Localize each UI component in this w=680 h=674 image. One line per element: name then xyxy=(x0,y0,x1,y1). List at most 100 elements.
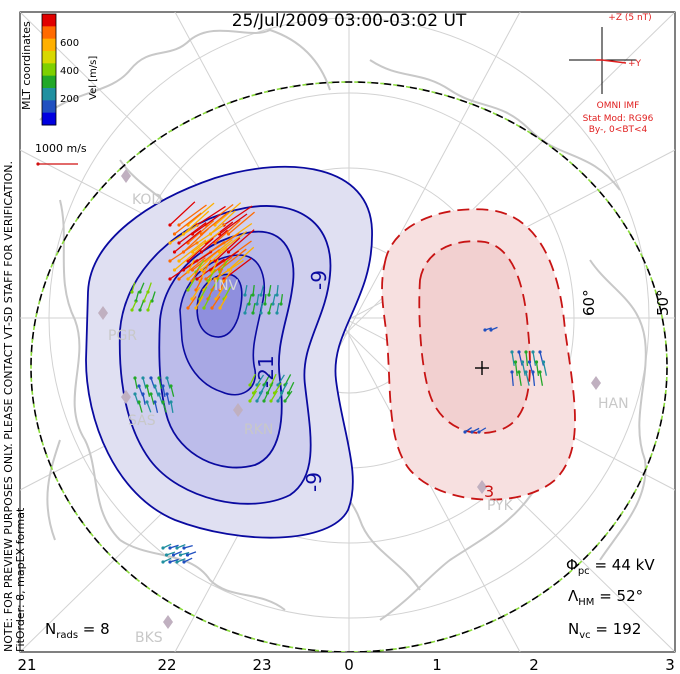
velocity-vector-origin xyxy=(275,311,279,315)
velocity-vector xyxy=(214,259,244,280)
velocity-vector xyxy=(139,300,145,311)
velocity-vector xyxy=(263,389,270,402)
velocity-vector-origin xyxy=(130,290,134,294)
velocity-vector xyxy=(211,296,221,309)
colorbar-tick-200: 200 xyxy=(60,94,79,105)
velocity-vector-origin xyxy=(172,250,177,254)
velocity-vector-origin xyxy=(168,259,172,263)
velocity-vectors xyxy=(130,201,548,564)
colorbar-band xyxy=(42,63,56,77)
velocity-vector xyxy=(201,247,228,271)
station-marker-bks xyxy=(163,615,173,629)
velocity-vector xyxy=(162,401,167,413)
velocity-vector-origin xyxy=(133,392,137,396)
imf-condition: By-, 0<BT<4 xyxy=(589,125,648,135)
velocity-vector xyxy=(195,295,204,309)
station-kod: KOD xyxy=(132,192,162,208)
velocity-vector xyxy=(276,284,279,296)
cross-polar-potential: Φpc = 44 kV xyxy=(566,556,655,577)
contour-label-pos: 3 xyxy=(484,482,494,501)
velocity-vector xyxy=(142,393,146,405)
velocity-vector-origin xyxy=(175,546,179,550)
station-marker-han xyxy=(591,376,601,390)
velocity-vector xyxy=(268,285,272,296)
velocity-vector-origin xyxy=(226,232,231,236)
velocity-vector xyxy=(196,223,226,244)
station-marker-pyk xyxy=(477,480,487,494)
velocity-vector xyxy=(192,231,221,253)
velocity-vector xyxy=(199,286,208,300)
velocity-vector-origin xyxy=(269,399,273,403)
velocity-vector-origin xyxy=(248,383,252,387)
colorbar-band xyxy=(42,75,56,89)
station-bks: BKS xyxy=(135,630,163,646)
imf-source: OMNI IMF xyxy=(597,101,640,111)
velocity-vector-origin xyxy=(177,259,181,263)
velocity-vector-origin xyxy=(177,241,181,245)
mlt-tick-21: 21 xyxy=(17,656,36,674)
velocity-vector xyxy=(264,293,267,305)
velocity-vector xyxy=(195,277,203,291)
velocity-vector xyxy=(249,373,256,386)
velocity-vector xyxy=(162,385,166,397)
velocity-vector xyxy=(174,230,202,253)
colorbar-tick-600: 600 xyxy=(60,38,79,49)
velocity-vector xyxy=(174,212,202,235)
velocity-vector xyxy=(256,374,265,386)
velocity-vector xyxy=(223,286,232,300)
velocity-vector-origin xyxy=(263,302,267,306)
velocity-vector xyxy=(284,374,292,386)
velocity-vector xyxy=(158,377,162,389)
mlt-axis: 21 22 23 0 1 2 3 xyxy=(17,656,674,674)
velocity-vector xyxy=(142,377,147,389)
velocity-vector xyxy=(280,294,284,305)
velocity-vector-origin xyxy=(146,308,150,312)
velocity-vector xyxy=(228,246,255,271)
colorbar-label: Vel [m/s] xyxy=(88,56,99,100)
velocity-vector xyxy=(263,374,271,386)
map-title: 25/Jul/2009 03:00-03:02 UT xyxy=(232,11,467,31)
station-marker-rkn xyxy=(233,403,243,417)
velocity-vector xyxy=(244,285,248,296)
velocity-vector xyxy=(207,268,216,282)
velocity-vector xyxy=(214,219,241,244)
mlt-tick-1: 1 xyxy=(432,656,442,674)
velocity-vector-origin xyxy=(531,350,535,354)
velocity-vector xyxy=(196,258,225,280)
velocity-vector xyxy=(248,294,252,305)
velocity-vector-origin xyxy=(267,311,271,315)
velocity-vector xyxy=(259,382,268,394)
velocity-vector-origin xyxy=(172,268,177,272)
velocity-vector-origin xyxy=(138,290,142,294)
velocity-vector-origin xyxy=(510,350,514,354)
velocity-vector-origin xyxy=(172,232,177,236)
velocity-vector-origin xyxy=(169,400,173,404)
station-pyk: PYK xyxy=(487,498,514,514)
velocity-vector-origin xyxy=(178,553,183,557)
station-labels: KOD INV PGR SAS RKN HAN PYK BKS xyxy=(108,192,629,646)
velocity-vector xyxy=(191,268,200,282)
colorbar-band xyxy=(42,51,56,64)
velocity-vector-origin xyxy=(186,288,190,292)
velocity-vector-origin xyxy=(538,370,542,374)
colorbar-band xyxy=(42,26,56,40)
velocity-vector-origin xyxy=(137,400,141,404)
velocity-vector-origin xyxy=(150,299,154,303)
velocity-vector-origin xyxy=(489,328,493,332)
velocity-vector-origin xyxy=(165,376,169,380)
velocity-vector xyxy=(146,385,151,397)
velocity-vector xyxy=(146,401,152,413)
colorbar-band xyxy=(42,100,56,114)
velocity-vector-origin xyxy=(477,430,481,434)
velocity-vector xyxy=(147,300,152,311)
velocity-vector xyxy=(178,204,207,226)
velocity-vector-origin xyxy=(190,297,194,301)
velocity-vector xyxy=(277,390,285,402)
velocity-vector xyxy=(215,286,224,300)
velocity-vector xyxy=(228,211,255,235)
velocity-vector xyxy=(135,291,140,302)
velocity-vector xyxy=(131,282,136,293)
negative-potential-cell xyxy=(85,165,373,539)
velocity-vector xyxy=(183,228,209,253)
